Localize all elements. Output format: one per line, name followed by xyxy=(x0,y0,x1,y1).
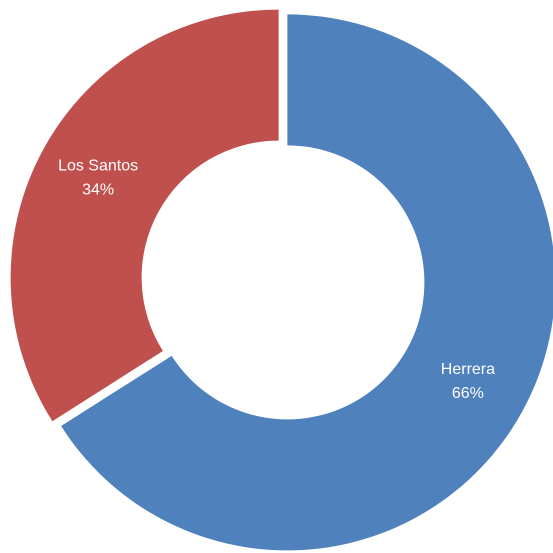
slice xyxy=(61,14,553,551)
slice-value-label: 34% xyxy=(82,182,114,199)
slice-label: Los Santos xyxy=(58,158,138,175)
slice-value-label: 66% xyxy=(452,385,484,402)
slice-label: Herrera xyxy=(441,361,495,378)
slice xyxy=(10,9,279,422)
